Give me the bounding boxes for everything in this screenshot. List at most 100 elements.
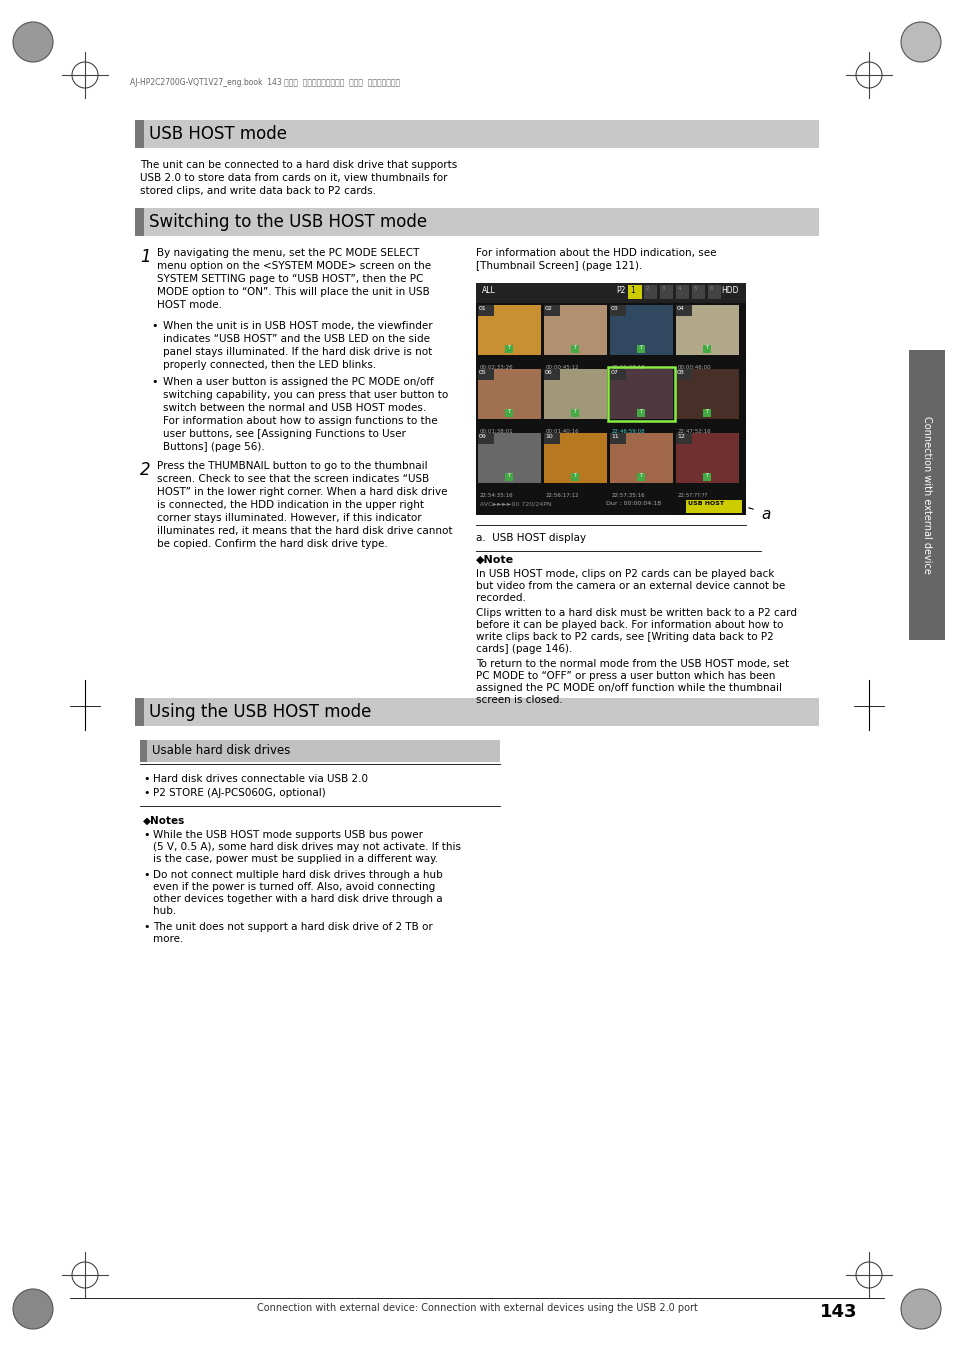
- Text: By navigating the menu, set the PC MODE SELECT: By navigating the menu, set the PC MODE …: [157, 249, 419, 258]
- Bar: [477, 369, 494, 380]
- Text: 00:01:38:01: 00:01:38:01: [479, 430, 513, 434]
- Text: Usable hard disk drives: Usable hard disk drives: [152, 744, 290, 757]
- Text: is the case, power must be supplied in a different way.: is the case, power must be supplied in a…: [152, 854, 437, 865]
- Bar: [476, 282, 745, 511]
- Text: even if the power is turned off. Also, avoid connecting: even if the power is turned off. Also, a…: [152, 882, 435, 892]
- Bar: [504, 409, 513, 417]
- Text: 2: 2: [645, 286, 649, 290]
- Text: (5 V, 0.5 A), some hard disk drives may not activate. If this: (5 V, 0.5 A), some hard disk drives may …: [152, 842, 460, 852]
- Circle shape: [900, 22, 940, 62]
- Text: When the unit is in USB HOST mode, the viewfinder: When the unit is in USB HOST mode, the v…: [163, 322, 432, 331]
- Bar: [676, 369, 691, 380]
- Text: ◆Note: ◆Note: [476, 555, 514, 565]
- Text: cards] (page 146).: cards] (page 146).: [476, 644, 572, 654]
- Text: While the USB HOST mode supports USB bus power: While the USB HOST mode supports USB bus…: [152, 830, 422, 840]
- Text: 02: 02: [544, 305, 553, 311]
- Text: screen is closed.: screen is closed.: [476, 694, 562, 705]
- Text: PC MODE to “OFF” or press a user button which has been: PC MODE to “OFF” or press a user button …: [476, 671, 775, 681]
- Bar: [676, 305, 691, 316]
- Text: T: T: [639, 345, 641, 350]
- Bar: [609, 305, 625, 316]
- Text: MODE option to “ON”. This will place the unit in USB: MODE option to “ON”. This will place the…: [157, 286, 429, 297]
- Text: 09: 09: [478, 434, 486, 439]
- Text: 2: 2: [140, 461, 151, 480]
- Text: T: T: [506, 409, 510, 413]
- Text: T: T: [573, 473, 576, 478]
- Text: 143: 143: [820, 1302, 857, 1321]
- Text: HDD: HDD: [720, 286, 738, 295]
- Text: In USB HOST mode, clips on P2 cards can be played back: In USB HOST mode, clips on P2 cards can …: [476, 569, 774, 580]
- Text: When a user button is assigned the PC MODE on/off: When a user button is assigned the PC MO…: [163, 377, 434, 386]
- Text: a.  USB HOST display: a. USB HOST display: [476, 534, 585, 543]
- Text: T: T: [704, 345, 707, 350]
- Text: ALL: ALL: [481, 286, 496, 295]
- Text: hub.: hub.: [152, 907, 176, 916]
- Text: recorded.: recorded.: [476, 593, 525, 603]
- Text: 22:47:52:16: 22:47:52:16: [678, 430, 711, 434]
- Text: AJ-HP2C2700G-VQT1V27_eng.book  143 ページ  ２００８年９月２日  火曜日  午後５晎４３分: AJ-HP2C2700G-VQT1V27_eng.book 143 ページ ２０…: [130, 78, 399, 86]
- Text: HOST mode.: HOST mode.: [157, 300, 222, 309]
- Bar: [702, 345, 710, 353]
- Text: •: •: [151, 377, 157, 386]
- Text: switch between the normal and USB HOST modes.: switch between the normal and USB HOST m…: [163, 403, 426, 413]
- Text: stored clips, and write data back to P2 cards.: stored clips, and write data back to P2 …: [140, 186, 375, 196]
- Text: properly connected, then the LED blinks.: properly connected, then the LED blinks.: [163, 359, 375, 370]
- Text: T: T: [704, 409, 707, 413]
- Bar: [571, 473, 578, 481]
- Text: 3: 3: [661, 286, 665, 290]
- Bar: [476, 282, 745, 303]
- Bar: [140, 740, 499, 762]
- Bar: [504, 345, 513, 353]
- Text: USB 2.0 to store data from cards on it, view thumbnails for: USB 2.0 to store data from cards on it, …: [140, 173, 447, 182]
- Text: 22:5?:??:??: 22:5?:??:??: [678, 493, 708, 499]
- Bar: [504, 473, 513, 481]
- Text: Hard disk drives connectable via USB 2.0: Hard disk drives connectable via USB 2.0: [152, 774, 368, 784]
- Bar: [609, 369, 625, 380]
- Bar: [543, 369, 606, 419]
- Text: but video from the camera or an external device cannot be: but video from the camera or an external…: [476, 581, 784, 590]
- Text: 22:46:59:08: 22:46:59:08: [612, 430, 645, 434]
- Bar: [707, 285, 720, 299]
- Bar: [543, 305, 606, 355]
- Text: T: T: [639, 409, 641, 413]
- Bar: [543, 305, 559, 316]
- Text: 07: 07: [610, 370, 618, 376]
- Bar: [609, 434, 672, 484]
- Bar: [676, 369, 739, 419]
- Bar: [607, 367, 675, 422]
- Text: more.: more.: [152, 934, 183, 944]
- Text: 22:57:35:16: 22:57:35:16: [612, 493, 645, 499]
- Bar: [135, 698, 818, 725]
- Circle shape: [13, 22, 53, 62]
- Text: 4: 4: [678, 286, 680, 290]
- Text: T: T: [573, 345, 576, 350]
- Text: [Thumbnail Screen] (page 121).: [Thumbnail Screen] (page 121).: [476, 261, 641, 272]
- Bar: [637, 473, 644, 481]
- Text: 1: 1: [140, 249, 151, 266]
- Text: 00:01:08:18: 00:01:08:18: [612, 365, 645, 370]
- Text: a: a: [760, 507, 770, 521]
- Bar: [571, 409, 578, 417]
- Text: Dur : 00:00:04:18: Dur : 00:00:04:18: [605, 501, 660, 507]
- Text: Switching to the USB HOST mode: Switching to the USB HOST mode: [149, 213, 427, 231]
- Bar: [609, 369, 672, 419]
- Text: switching capability, you can press that user button to: switching capability, you can press that…: [163, 390, 448, 400]
- Text: user buttons, see [Assigning Functions to User: user buttons, see [Assigning Functions t…: [163, 430, 405, 439]
- Bar: [477, 305, 540, 355]
- Bar: [476, 499, 745, 515]
- Text: T: T: [506, 345, 510, 350]
- Text: Do not connect multiple hard disk drives through a hub: Do not connect multiple hard disk drives…: [152, 870, 442, 880]
- Text: corner stays illuminated. However, if this indicator: corner stays illuminated. However, if th…: [157, 513, 421, 523]
- Text: 6: 6: [709, 286, 713, 290]
- Text: before it can be played back. For information about how to: before it can be played back. For inform…: [476, 620, 782, 630]
- Text: be copied. Confirm the hard disk drive type.: be copied. Confirm the hard disk drive t…: [157, 539, 387, 549]
- Text: For information about how to assign functions to the: For information about how to assign func…: [163, 416, 437, 426]
- Text: 06: 06: [544, 370, 552, 376]
- Text: USB HOST: USB HOST: [687, 501, 723, 507]
- Text: illuminates red, it means that the hard disk drive cannot: illuminates red, it means that the hard …: [157, 526, 452, 536]
- Bar: [135, 120, 818, 149]
- Bar: [609, 305, 672, 355]
- Text: •: •: [143, 774, 150, 784]
- Text: P2: P2: [616, 286, 625, 295]
- Bar: [543, 434, 559, 444]
